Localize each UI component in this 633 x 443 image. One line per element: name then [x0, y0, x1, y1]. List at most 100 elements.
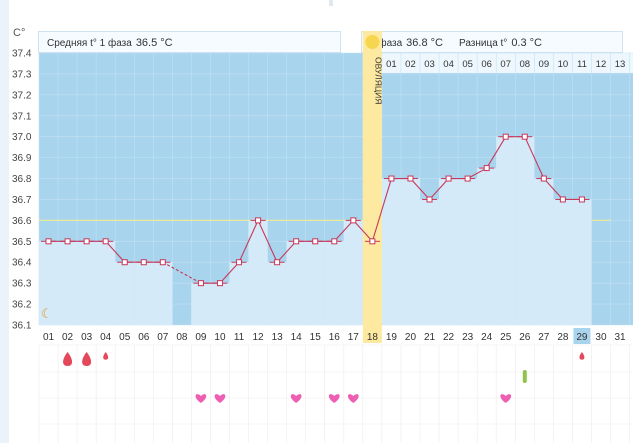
phase2-value: 36.8 °C	[406, 37, 443, 49]
cycle-day-label: 03	[424, 59, 435, 70]
temp-point	[502, 133, 509, 140]
temp-bar	[305, 241, 325, 325]
cycle-day-label: 01	[386, 59, 397, 70]
cycle-day-label: 02	[405, 59, 416, 70]
temp-bar	[553, 199, 573, 325]
temp-bar	[515, 136, 535, 325]
phase1-value: 36.5 °C	[135, 37, 173, 49]
temp-bar	[210, 283, 230, 325]
temp-bar	[77, 241, 97, 325]
x-tick-label: 24	[481, 332, 493, 343]
x-tick-label: 31	[614, 332, 626, 343]
x-tick-label: 17	[348, 332, 360, 343]
y-axis-unit: C°	[13, 27, 26, 39]
temp-point	[521, 133, 528, 140]
temp-segment	[429, 178, 449, 200]
temp-bar	[400, 178, 420, 325]
x-tick-label: 02	[62, 332, 74, 343]
x-tick-label: 06	[138, 332, 150, 343]
temp-point	[45, 238, 52, 245]
temp-point	[312, 238, 319, 245]
temp-point	[369, 238, 376, 245]
temp-bar	[534, 178, 554, 325]
temp-bar	[267, 262, 287, 325]
temp-point	[331, 238, 338, 245]
temp-point	[388, 175, 395, 182]
y-tick-label: 36.2	[12, 300, 32, 311]
x-tick-label: 13	[272, 332, 284, 343]
temp-point	[464, 175, 471, 182]
temp-bar	[496, 136, 516, 325]
cycle-day-label: 05	[462, 59, 473, 70]
phase2-label: 2 фаза	[370, 38, 403, 49]
diff-value: 0.3 °C	[511, 37, 543, 49]
x-tick-label: 18	[367, 332, 379, 343]
x-tick-label: 27	[538, 332, 550, 343]
temp-segment	[410, 178, 430, 200]
x-tick-label: 29	[576, 332, 588, 343]
temp-bar	[39, 241, 59, 325]
temp-point	[293, 238, 300, 245]
y-tick-label: 37.2	[12, 90, 32, 101]
blood-drop-icon	[63, 352, 73, 366]
cycle-day-label: 06	[481, 59, 492, 70]
heart-icon	[214, 394, 226, 403]
temp-point	[64, 238, 71, 245]
phase1-info: Средняя t° 1 фаза 36.5 °C	[38, 31, 341, 53]
y-tick-label: 36.6	[12, 216, 32, 227]
ovulation-column	[362, 31, 382, 343]
blood-drop-icon	[82, 352, 92, 366]
temp-point	[197, 280, 204, 287]
cycle-day-label: 13	[615, 59, 626, 70]
temp-bar	[229, 262, 249, 325]
cycle-day-label: 09	[539, 59, 550, 70]
temp-bar	[96, 241, 116, 325]
temp-point	[121, 259, 128, 266]
phase2-info: 2 фаза 36.8 °C Разница t° 0.3 °C	[361, 31, 623, 53]
cycle-day-label: 07	[500, 59, 511, 70]
temp-point	[216, 280, 223, 287]
blood-drop-icon	[579, 352, 585, 360]
heart-icon	[195, 394, 207, 403]
temp-segment	[219, 261, 240, 284]
temp-point	[159, 259, 166, 266]
temp-bar	[115, 262, 135, 325]
temp-segment	[105, 240, 126, 263]
temp-point	[255, 217, 262, 224]
x-tick-label: 21	[424, 332, 436, 343]
temp-bar	[286, 241, 306, 325]
temp-bar	[458, 178, 478, 325]
today-cell	[573, 328, 591, 344]
x-tick-label: 03	[81, 332, 93, 343]
temp-point	[578, 196, 585, 203]
temp-bar	[134, 262, 154, 325]
temp-bar	[324, 241, 344, 325]
temp-point	[483, 165, 490, 172]
temp-bar	[420, 199, 440, 325]
temp-bar	[439, 178, 459, 325]
temp-point	[350, 217, 357, 224]
diff-label: Разница t°	[458, 38, 508, 49]
x-tick-label: 09	[195, 332, 207, 343]
temp-segment	[467, 167, 487, 180]
x-tick-label: 08	[176, 332, 188, 343]
x-tick-label: 23	[462, 332, 474, 343]
temp-bar	[153, 262, 173, 325]
cycle-day-label: 10	[558, 59, 569, 70]
x-tick-label: 25	[500, 332, 512, 343]
x-tick-label: 15	[310, 332, 322, 343]
temp-segment	[276, 240, 297, 263]
x-tick-label: 28	[557, 332, 569, 343]
x-tick-label: 07	[157, 332, 169, 343]
phase1-label: Средняя t° 1 фаза	[47, 38, 132, 49]
x-tick-label: 01	[43, 332, 55, 343]
temp-point	[407, 175, 414, 182]
temp-bar	[248, 220, 268, 325]
temp-bar	[572, 199, 592, 325]
temp-bar	[381, 178, 401, 325]
x-tick-label: 10	[214, 332, 226, 343]
x-tick-label: 22	[443, 332, 455, 343]
moon-icon: ☾	[41, 306, 53, 321]
temp-bar	[477, 168, 497, 325]
temp-segment	[486, 136, 507, 169]
